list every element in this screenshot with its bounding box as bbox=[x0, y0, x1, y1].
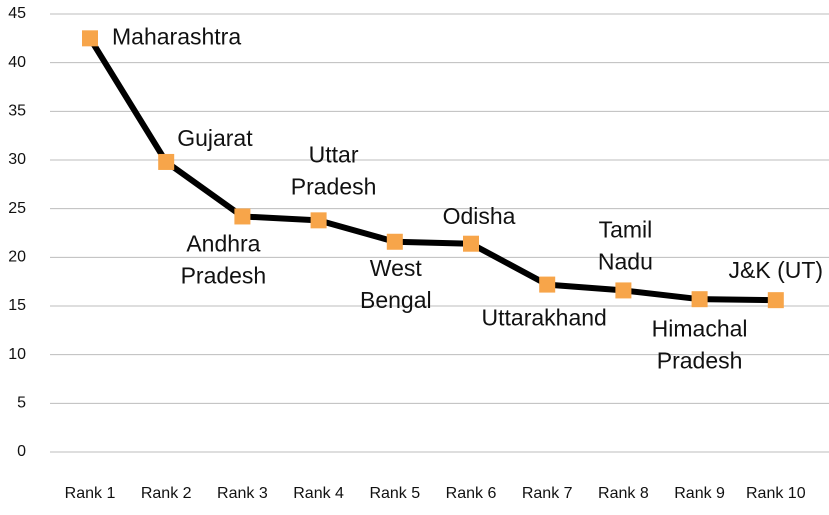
y-tick-label: 40 bbox=[8, 54, 26, 71]
x-tick-label: Rank 2 bbox=[141, 485, 192, 502]
point-label: Tamil bbox=[599, 217, 653, 243]
marker bbox=[234, 208, 251, 225]
y-tick-label: 15 bbox=[8, 297, 26, 314]
marker bbox=[82, 30, 98, 47]
y-tick-label: 10 bbox=[8, 346, 26, 363]
point-label: Andhra bbox=[186, 231, 260, 257]
x-tick-label: Rank 1 bbox=[65, 485, 116, 502]
point-label: Bengal bbox=[360, 287, 432, 313]
y-tick-label: 0 bbox=[17, 443, 26, 460]
data-line bbox=[87, 36, 776, 304]
y-tick-label: 5 bbox=[17, 395, 26, 412]
point-label: Uttarakhand bbox=[482, 305, 607, 331]
point-label: Pradesh bbox=[657, 347, 743, 373]
point-label: Pradesh bbox=[291, 173, 377, 199]
marker bbox=[691, 291, 708, 308]
point-label: Pradesh bbox=[181, 263, 267, 289]
point-label: Gujarat bbox=[177, 125, 253, 151]
point-label: Nadu bbox=[598, 249, 653, 275]
point-label: J&K (UT) bbox=[729, 257, 824, 283]
marker bbox=[615, 282, 632, 299]
x-tick-label: Rank 3 bbox=[217, 485, 268, 502]
point-label: Maharashtra bbox=[112, 23, 241, 49]
marker bbox=[158, 153, 175, 170]
marker bbox=[463, 235, 479, 252]
x-tick-label: Rank 4 bbox=[293, 485, 344, 502]
y-tick-label: 30 bbox=[8, 151, 26, 168]
marker bbox=[310, 212, 327, 229]
x-tick-label: Rank 6 bbox=[446, 485, 497, 502]
point-label: Uttar bbox=[309, 141, 359, 167]
x-tick-label: Rank 10 bbox=[746, 485, 806, 502]
point-label: West bbox=[370, 255, 423, 281]
point-label: Odisha bbox=[443, 203, 516, 229]
marker bbox=[386, 233, 403, 250]
x-tick-label: Rank 5 bbox=[369, 485, 420, 502]
y-tick-label: 45 bbox=[8, 5, 26, 22]
y-tick-label: 25 bbox=[8, 200, 26, 217]
x-tick-label: Rank 9 bbox=[674, 485, 725, 502]
point-label: Himachal bbox=[652, 315, 748, 341]
y-tick-label: 20 bbox=[8, 249, 26, 266]
marker bbox=[767, 292, 784, 309]
y-tick-label: 35 bbox=[8, 103, 26, 120]
marker bbox=[539, 276, 556, 293]
x-tick-label: Rank 8 bbox=[598, 485, 649, 502]
x-tick-label: Rank 7 bbox=[522, 485, 573, 502]
